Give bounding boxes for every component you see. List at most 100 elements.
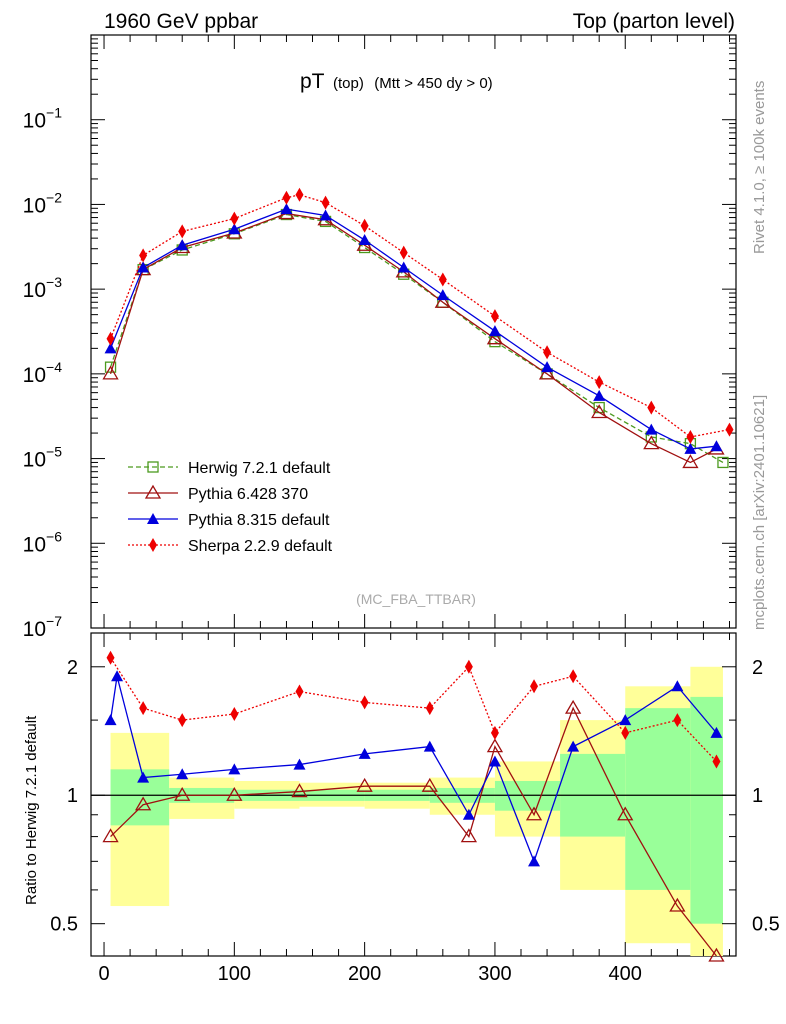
main-point-sherpa bbox=[282, 190, 291, 205]
main-ytick-base: 10 bbox=[23, 110, 46, 133]
ratio-point-pythia6 bbox=[525, 806, 543, 821]
main-ytick-label: 10−6 bbox=[23, 528, 63, 556]
ratio-point-sherpa bbox=[673, 713, 682, 728]
ratio-band-green bbox=[625, 708, 691, 890]
legend-marker-herwig bbox=[147, 461, 159, 473]
main-ytick-exp: −5 bbox=[46, 444, 62, 460]
main-ytick-exp: −3 bbox=[46, 274, 62, 290]
main-ytick-base: 10 bbox=[23, 279, 46, 302]
ratio-point-pythia8 bbox=[567, 740, 580, 752]
main-ytick-label: 10−4 bbox=[23, 359, 63, 387]
ratio-point-pythia8 bbox=[462, 808, 475, 820]
main-point-pythia6 bbox=[538, 365, 556, 380]
main-ytick-exp: −6 bbox=[46, 528, 62, 544]
ratio-ytick-label: 1 bbox=[67, 785, 78, 807]
ratio-point-pythia8 bbox=[104, 714, 117, 726]
legend-marker-sherpa bbox=[149, 538, 157, 552]
main-point-pythia8 bbox=[104, 342, 117, 354]
ratio-ytick-label: 0.5 bbox=[50, 914, 78, 936]
ratio-xtick-label: 200 bbox=[348, 963, 381, 985]
legend-marker-pythia8 bbox=[147, 513, 159, 524]
ratio-point-sherpa bbox=[360, 695, 369, 710]
ratio-point-sherpa bbox=[530, 679, 539, 694]
side-label-top: Rivet 4.1.0, ≥ 100k events bbox=[751, 81, 768, 254]
main-ytick-base: 10 bbox=[23, 194, 46, 217]
main-point-pythia8 bbox=[488, 325, 501, 337]
main-ytick-label: 10−1 bbox=[23, 105, 63, 133]
main-panel-frame bbox=[90, 34, 737, 629]
ratio-point-pythia6 bbox=[226, 786, 243, 801]
main-ytick-label: 10−5 bbox=[23, 444, 63, 472]
ratio-point-pythia8 bbox=[293, 758, 306, 770]
main-point-pythia6 bbox=[682, 454, 699, 469]
main-point-pythia8 bbox=[593, 389, 606, 401]
ratio-point-pythia8 bbox=[111, 670, 124, 682]
ratio-ylabel: Ratio to Herwig 7.2.1 default bbox=[23, 715, 40, 905]
ratio-point-pythia8 bbox=[423, 740, 436, 752]
main-point-sherpa bbox=[230, 211, 239, 226]
main-point-pythia6 bbox=[643, 435, 660, 450]
ratio-point-sherpa bbox=[295, 684, 304, 699]
ratio-point-pythia8 bbox=[358, 747, 371, 759]
main-point-sherpa bbox=[686, 429, 695, 444]
main-ytick-base: 10 bbox=[23, 449, 46, 472]
main-point-sherpa bbox=[595, 375, 604, 390]
chart-title-sub2: (Mtt > 450 dy > 0) bbox=[374, 75, 492, 92]
ratio-point-pythia6 bbox=[102, 828, 119, 843]
main-point-sherpa bbox=[725, 422, 734, 437]
ratio-point-pythia8 bbox=[137, 771, 150, 783]
ratio-point-pythia6 bbox=[421, 777, 438, 792]
main-ytick-label: 10−7 bbox=[23, 613, 63, 641]
main-ytick-base: 10 bbox=[23, 533, 46, 556]
main-ytick-label: 10−3 bbox=[23, 274, 63, 302]
ratio-point-sherpa bbox=[712, 754, 721, 769]
ratio-point-pythia8 bbox=[671, 680, 684, 692]
ratio-point-sherpa bbox=[621, 725, 630, 740]
ratio-xtick-label: 0 bbox=[98, 963, 109, 985]
ratio-point-pythia6 bbox=[291, 783, 308, 798]
main-point-sherpa bbox=[438, 272, 447, 287]
ratio-xtick-label: 100 bbox=[218, 963, 251, 985]
main-point-herwig bbox=[717, 456, 729, 469]
main-point-pythia8 bbox=[684, 442, 697, 454]
ratio-point-pythia6 bbox=[486, 738, 504, 753]
main-point-pythia8 bbox=[137, 261, 150, 273]
main-point-pythia6 bbox=[102, 365, 119, 380]
legend-label-pythia6: Pythia 6.428 370 bbox=[188, 486, 308, 503]
main-point-sherpa bbox=[647, 400, 656, 415]
watermark: (MC_FBA_TTBAR) bbox=[356, 591, 476, 607]
ratio-series-line-sherpa bbox=[109, 657, 717, 762]
main-ytick-exp: −4 bbox=[46, 359, 62, 375]
legend-label-pythia8: Pythia 8.315 default bbox=[188, 512, 330, 529]
main-series-line-pythia8 bbox=[109, 208, 717, 450]
main-axis-ticks: 10−110−210−310−410−510−610−7 bbox=[23, 35, 736, 641]
ratio-point-pythia6 bbox=[708, 947, 725, 962]
ratio-series-group bbox=[102, 650, 725, 962]
main-ytick-label: 10−2 bbox=[23, 189, 63, 217]
main-ytick-base: 10 bbox=[23, 364, 46, 387]
main-series-line-pythia6 bbox=[109, 212, 717, 464]
ratio-point-pythia6 bbox=[174, 786, 191, 801]
main-series-line-herwig bbox=[109, 213, 724, 464]
chart-title: pT (top) (Mtt > 450 dy > 0) bbox=[300, 70, 493, 93]
main-point-pythia8 bbox=[397, 261, 410, 273]
main-ytick-base: 10 bbox=[23, 618, 46, 641]
main-series-group bbox=[102, 187, 734, 469]
ratio-ytick-label-right: 2 bbox=[752, 657, 763, 679]
ratio-point-sherpa bbox=[139, 701, 148, 716]
main-point-sherpa bbox=[321, 195, 330, 210]
ratio-point-pythia8 bbox=[528, 855, 541, 867]
main-point-pythia6 bbox=[591, 404, 608, 419]
ratio-point-pythia6 bbox=[617, 806, 634, 821]
main-point-pythia8 bbox=[358, 234, 371, 246]
main-point-sherpa bbox=[399, 245, 408, 260]
ratio-point-sherpa bbox=[106, 650, 115, 665]
legend-label-herwig: Herwig 7.2.1 default bbox=[188, 460, 331, 477]
ratio-point-sherpa bbox=[178, 713, 187, 728]
main-point-sherpa bbox=[139, 248, 148, 263]
side-label-bottom: mcplots.cern.ch [arXiv:2401.10621] bbox=[751, 395, 768, 630]
header-left: 1960 GeV ppbar bbox=[104, 10, 258, 33]
ratio-axis-ticks: 0.5 0.5 1 1 2 2 0 100 200 300 400 bbox=[50, 633, 780, 985]
main-point-sherpa bbox=[106, 331, 115, 346]
